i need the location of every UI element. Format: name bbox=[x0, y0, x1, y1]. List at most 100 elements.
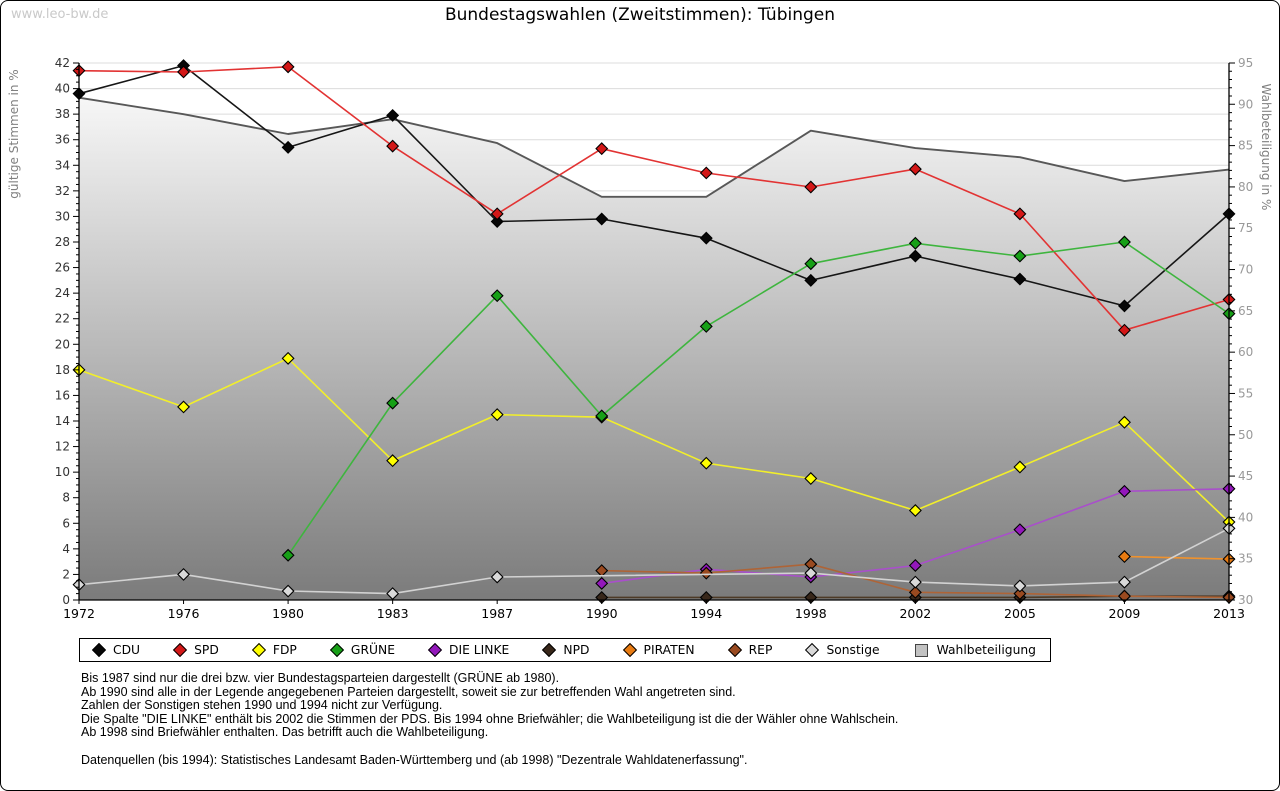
footnote-line: Ab 1998 sind Briefwähler enthalten. Das … bbox=[81, 725, 489, 740]
data-point-sonstige bbox=[177, 567, 191, 581]
series-line-wahlbeteiligung bbox=[78, 96, 1230, 198]
legend-label: FDP bbox=[272, 643, 297, 657]
page-title: Bundestagswahlen (Zweitstimmen): Tübinge… bbox=[444, 5, 836, 25]
footnote-line: Die Spalte "DIE LINKE" enthält bis 2002 … bbox=[81, 711, 899, 726]
x-axis-year-label: 1980 bbox=[272, 606, 304, 621]
data-point-spd bbox=[595, 142, 609, 156]
tick-label-left: 36 bbox=[55, 133, 70, 147]
tick-label-right: 40 bbox=[1238, 510, 1253, 524]
data-point-piraten bbox=[1117, 550, 1131, 564]
tick-label-right: 70 bbox=[1238, 263, 1253, 277]
data-point-fdp bbox=[281, 351, 295, 365]
legend-label: Sonstige bbox=[826, 643, 880, 657]
tick-label-right: 55 bbox=[1238, 386, 1253, 400]
legend-diamond-icon bbox=[173, 642, 188, 658]
data-point-sonstige bbox=[281, 584, 295, 598]
tick-label-left: 18 bbox=[55, 363, 70, 377]
data-point-spd bbox=[490, 207, 504, 221]
data-point-grüne bbox=[1013, 249, 1027, 263]
tick-label-left: 34 bbox=[55, 158, 70, 172]
chart-legend: CDU SPD FDP GRÜNE DIE LINKE NPD PIRATEN REP Sons… bbox=[79, 638, 1051, 662]
legend-diamond-icon bbox=[542, 642, 557, 658]
chart-plot: 0246810121416182022242628303234363840423… bbox=[7, 56, 1273, 621]
legend-label: CDU bbox=[113, 643, 141, 657]
data-point-grüne bbox=[281, 548, 295, 562]
footnote-line: Bis 1987 sind nur die drei bzw. vier Bun… bbox=[81, 671, 560, 685]
data-point-die-linke bbox=[1013, 523, 1027, 537]
legend-item-piraten: PIRATEN bbox=[622, 642, 695, 658]
tick-label-right: 75 bbox=[1238, 221, 1253, 235]
data-point-grüne bbox=[490, 289, 504, 303]
legend-label: PIRATEN bbox=[643, 643, 695, 657]
legend-item-wahlbeteiligung: Wahlbeteiligung bbox=[914, 643, 1036, 657]
x-axis-year-label: 2009 bbox=[1109, 606, 1141, 621]
data-point-spd bbox=[908, 162, 922, 176]
data-point-sonstige bbox=[908, 575, 922, 589]
legend-diamond-icon bbox=[727, 642, 742, 658]
data-point-cdu bbox=[386, 108, 400, 122]
x-axis-year-label: 1990 bbox=[586, 606, 618, 621]
legend-item-npd: NPD bbox=[542, 642, 590, 658]
data-point-grüne bbox=[908, 236, 922, 250]
tick-label-right: 35 bbox=[1238, 552, 1253, 566]
legend-item-rep: REP bbox=[727, 642, 773, 658]
legend-diamond-icon bbox=[251, 642, 266, 658]
data-point-fdp bbox=[1117, 415, 1131, 429]
data-source-line: Datenquellen (bis 1994): Statistisches L… bbox=[81, 752, 748, 767]
data-point-spd bbox=[1013, 207, 1027, 221]
legend-label: REP bbox=[748, 643, 773, 657]
series-line-sonstige bbox=[78, 527, 1230, 595]
data-point-cdu bbox=[699, 231, 713, 245]
series-line-cdu bbox=[78, 64, 1230, 307]
tick-label-left: 22 bbox=[55, 312, 70, 326]
legend-item-spd: SPD bbox=[173, 642, 219, 658]
tick-label-left: 20 bbox=[55, 337, 70, 351]
tick-label-right: 85 bbox=[1238, 139, 1253, 153]
legend-diamond-icon bbox=[329, 642, 344, 658]
data-point-fdp bbox=[490, 408, 504, 422]
tick-label-left: 40 bbox=[55, 82, 70, 96]
tick-label-left: 10 bbox=[55, 465, 70, 479]
legend-diamond-icon bbox=[91, 642, 107, 658]
tick-label-right: 90 bbox=[1238, 97, 1253, 111]
series-line-fdp bbox=[78, 357, 1230, 523]
watermark: www.leo-bw.de bbox=[11, 7, 109, 22]
series-line-piraten bbox=[1124, 555, 1230, 560]
tick-label-left: 12 bbox=[55, 440, 70, 454]
data-point-sonstige bbox=[804, 566, 818, 580]
data-point-cdu bbox=[1117, 299, 1131, 313]
right-axis-title: Wahlbeteiligung in % bbox=[1259, 84, 1273, 211]
legend-diamond-icon bbox=[805, 642, 820, 658]
data-point-fdp bbox=[908, 504, 922, 517]
x-axis-year-label: 1987 bbox=[481, 606, 513, 621]
data-point-cdu bbox=[908, 249, 922, 263]
tick-label-left: 8 bbox=[62, 491, 70, 505]
x-axis-year-label: 1976 bbox=[168, 606, 200, 621]
tick-label-left: 4 bbox=[62, 542, 70, 556]
data-point-fdp bbox=[386, 454, 400, 468]
data-point-spd bbox=[804, 180, 818, 194]
data-point-sonstige bbox=[490, 570, 504, 584]
data-point-cdu bbox=[804, 273, 818, 287]
data-point-spd bbox=[177, 65, 191, 79]
legend-label: SPD bbox=[194, 643, 219, 657]
left-axis-title: gültige Stimmen in % bbox=[7, 69, 21, 198]
tick-label-right: 95 bbox=[1238, 56, 1253, 70]
data-point-rep bbox=[804, 557, 818, 571]
x-axis-year-label: 2005 bbox=[1004, 606, 1036, 621]
legend-label: NPD bbox=[563, 643, 590, 657]
data-point-fdp bbox=[699, 456, 713, 470]
legend-diamond-icon bbox=[622, 642, 637, 658]
x-axis-year-label: 1972 bbox=[63, 606, 95, 621]
turnout-area bbox=[79, 97, 1229, 600]
tick-label-left: 42 bbox=[55, 56, 70, 70]
tick-label-right: 30 bbox=[1238, 593, 1253, 607]
tick-label-left: 28 bbox=[55, 235, 70, 249]
x-axis-year-label: 2002 bbox=[899, 606, 931, 621]
footnotes: Bis 1987 sind nur die drei bzw. vier Bun… bbox=[81, 671, 899, 768]
data-point-sonstige bbox=[386, 587, 400, 601]
x-axis-year-label: 1983 bbox=[377, 606, 409, 621]
data-point-grüne bbox=[386, 396, 400, 410]
tick-label-left: 32 bbox=[55, 184, 70, 198]
